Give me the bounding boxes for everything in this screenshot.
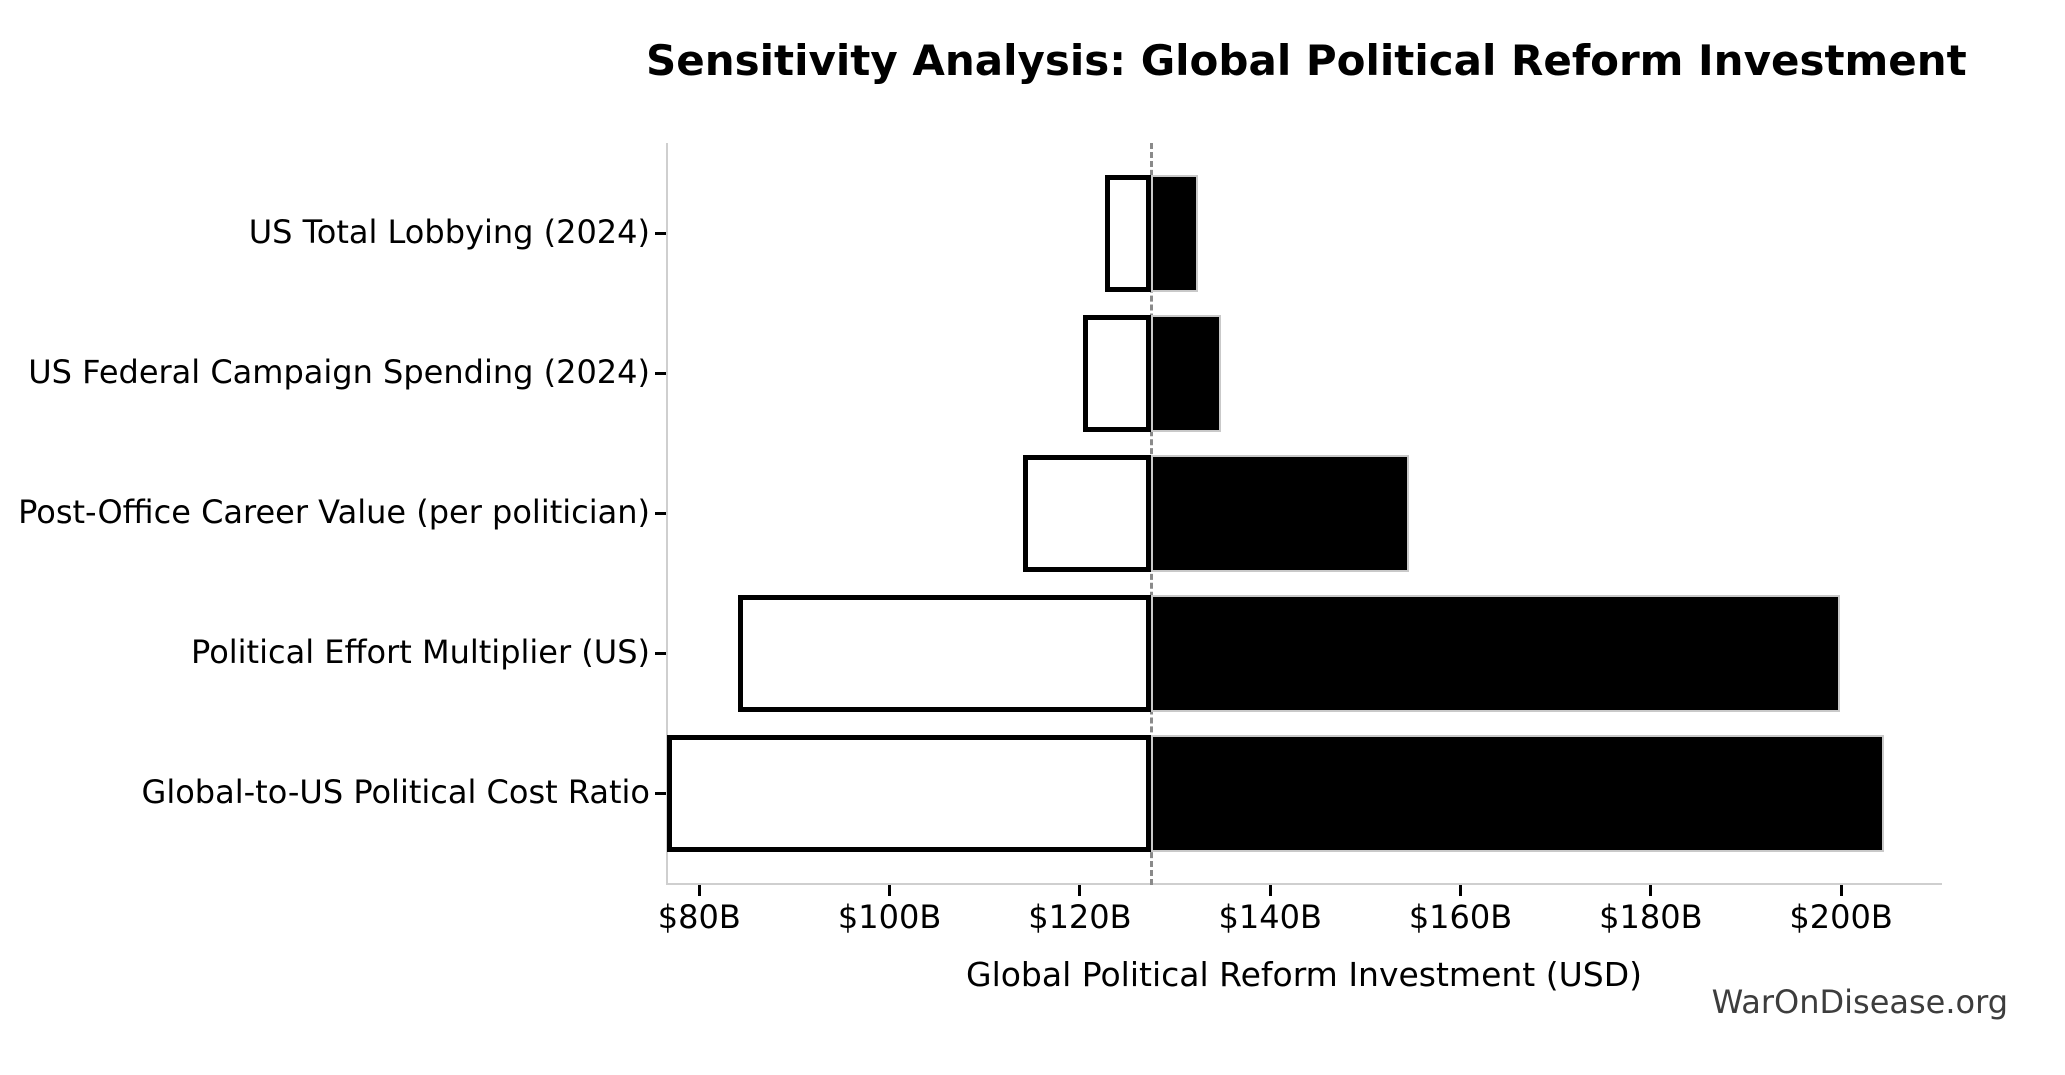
- x-tick-label-0: $80B: [657, 898, 741, 936]
- x-tick-label-4: $160B: [1408, 898, 1513, 936]
- x-tick-3: [1268, 885, 1272, 896]
- y-tick-1: [655, 371, 666, 375]
- chart-title: Sensitivity Analysis: Global Political R…: [646, 36, 1967, 85]
- x-tick-label-2: $120B: [1028, 898, 1132, 936]
- x-tick-label-6: $200B: [1789, 898, 1893, 936]
- x-axis-title: Global Political Reform Investment (USD): [966, 955, 1642, 994]
- x-tick-5: [1649, 885, 1653, 896]
- plot-area: [655, 143, 1942, 896]
- y-tick-3: [655, 651, 666, 655]
- x-tick-4: [1459, 885, 1463, 896]
- bar-high-2: [1151, 454, 1410, 572]
- x-tick-2: [1078, 885, 1082, 896]
- y-tick-label-3: Political Effort Multiplier (US): [191, 633, 650, 671]
- bar-high-4: [1151, 734, 1884, 852]
- y-tick-0: [655, 231, 666, 235]
- x-tick-label-1: $100B: [837, 898, 942, 936]
- y-tick-2: [655, 511, 666, 515]
- x-tick-label-5: $180B: [1599, 898, 1703, 936]
- bar-low-4: [666, 734, 1152, 852]
- bar-low-0: [1104, 174, 1152, 292]
- bar-high-3: [1151, 594, 1841, 712]
- y-tick-label-4: Global-to-US Political Cost Ratio: [141, 773, 650, 811]
- x-axis-spine: [666, 883, 1942, 885]
- y-tick-4: [655, 791, 666, 795]
- y-tick-label-2: Post-Office Career Value (per politician…: [18, 493, 650, 531]
- bar-low-2: [1022, 454, 1152, 572]
- y-tick-label-1: US Federal Campaign Spending (2024): [28, 353, 650, 391]
- bar-high-0: [1151, 174, 1198, 292]
- x-tick-6: [1839, 885, 1843, 896]
- x-tick-label-3: $140B: [1218, 898, 1322, 936]
- x-tick-0: [697, 885, 701, 896]
- bar-high-1: [1151, 314, 1221, 432]
- watermark: WarOnDisease.org: [1711, 983, 2008, 1021]
- y-axis-spine: [666, 143, 668, 885]
- bar-low-3: [738, 594, 1152, 712]
- x-tick-1: [888, 885, 892, 896]
- bar-low-1: [1082, 314, 1152, 432]
- y-tick-label-0: US Total Lobbying (2024): [248, 213, 650, 251]
